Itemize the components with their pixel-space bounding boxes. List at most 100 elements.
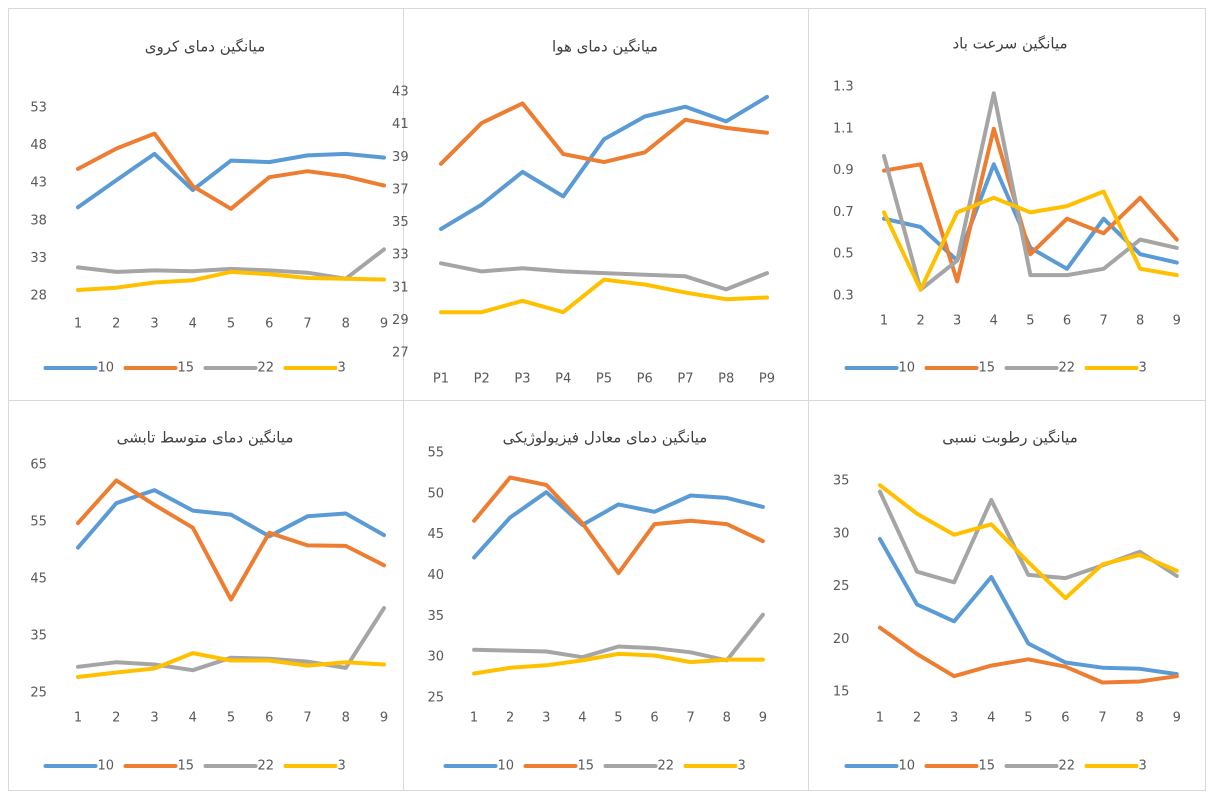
y-tick-label: 41 bbox=[392, 117, 409, 132]
x-tick-label: 5 bbox=[227, 711, 235, 726]
y-tick-label: 0.3 bbox=[833, 289, 854, 304]
y-tick-label: 55 bbox=[30, 515, 47, 530]
y-tick-label: 43 bbox=[30, 176, 47, 191]
x-tick-label: 8 bbox=[342, 317, 350, 332]
y-tick-label: 38 bbox=[30, 213, 47, 228]
legend-label: 22 bbox=[258, 361, 275, 376]
x-tick-label: 4 bbox=[990, 314, 998, 329]
y-tick-label: 43 bbox=[392, 85, 409, 100]
legend-label: 22 bbox=[258, 759, 275, 774]
series-line bbox=[472, 475, 765, 576]
x-tick-label: 7 bbox=[687, 711, 695, 726]
y-tick-label: 33 bbox=[30, 251, 47, 266]
y-tick-label: 45 bbox=[30, 572, 47, 587]
y-tick-label: 30 bbox=[833, 526, 850, 541]
legend-label: 10 bbox=[899, 361, 916, 376]
x-tick-label: 8 bbox=[342, 711, 350, 726]
panel bbox=[8, 400, 404, 791]
legend-label: 3 bbox=[338, 361, 346, 376]
y-tick-label: 0.9 bbox=[833, 163, 854, 178]
x-tick-label: 7 bbox=[1099, 314, 1107, 329]
x-tick-label: P4 bbox=[555, 372, 571, 387]
y-tick-label: 20 bbox=[833, 632, 850, 647]
x-tick-label: 4 bbox=[189, 317, 197, 332]
legend-label: 10 bbox=[899, 759, 916, 774]
x-tick-label: 5 bbox=[227, 317, 235, 332]
chart-title: میانگین سرعت باد bbox=[952, 35, 1067, 53]
x-tick-label: 8 bbox=[1136, 711, 1144, 726]
series-line bbox=[877, 537, 1179, 677]
x-tick-label: 3 bbox=[950, 711, 958, 726]
series-line bbox=[439, 101, 769, 166]
y-tick-label: 48 bbox=[30, 138, 47, 153]
y-tick-label: 25 bbox=[427, 691, 444, 706]
x-tick-label: 7 bbox=[1098, 711, 1106, 726]
legend-label: 10 bbox=[498, 759, 515, 774]
legend-label: 3 bbox=[338, 759, 346, 774]
x-tick-label: 9 bbox=[380, 711, 388, 726]
x-tick-label: 3 bbox=[150, 711, 158, 726]
x-tick-label: P3 bbox=[514, 372, 530, 387]
y-tick-label: 35 bbox=[833, 474, 850, 489]
legend-label: 3 bbox=[738, 759, 746, 774]
series-line bbox=[882, 91, 1179, 292]
panel bbox=[8, 8, 404, 401]
series-line bbox=[439, 261, 769, 292]
legend-label: 15 bbox=[578, 759, 595, 774]
y-tick-label: 25 bbox=[833, 579, 850, 594]
x-tick-label: 2 bbox=[112, 317, 120, 332]
y-tick-label: 35 bbox=[392, 215, 409, 230]
series-line bbox=[76, 478, 386, 602]
x-tick-label: 5 bbox=[614, 711, 622, 726]
x-tick-label: 4 bbox=[987, 711, 995, 726]
y-tick-label: 35 bbox=[30, 629, 47, 644]
y-tick-label: 45 bbox=[427, 527, 444, 542]
y-tick-label: 29 bbox=[392, 313, 409, 328]
chart-title: میانگین دمای معادل فیزیولوژیکی bbox=[503, 429, 708, 447]
series-line bbox=[76, 269, 386, 292]
x-tick-label: 5 bbox=[1026, 314, 1034, 329]
x-tick-label: 2 bbox=[916, 314, 924, 329]
x-tick-label: 2 bbox=[913, 711, 921, 726]
x-tick-label: 9 bbox=[759, 711, 767, 726]
y-tick-label: 15 bbox=[833, 685, 850, 700]
x-tick-label: 6 bbox=[265, 711, 273, 726]
x-tick-label: 1 bbox=[876, 711, 884, 726]
chart-title: میانگین دمای هوا bbox=[552, 38, 658, 56]
x-tick-label: P5 bbox=[596, 372, 612, 387]
x-tick-label: P9 bbox=[759, 372, 775, 387]
series-line bbox=[882, 126, 1179, 284]
chart-title: میانگین دمای متوسط تابشی bbox=[117, 429, 294, 447]
y-tick-label: 0.5 bbox=[833, 247, 854, 262]
legend-label: 3 bbox=[1139, 361, 1147, 376]
x-tick-label: 8 bbox=[723, 711, 731, 726]
series-line bbox=[472, 490, 765, 560]
x-tick-label: 6 bbox=[265, 317, 273, 332]
x-tick-label: 2 bbox=[112, 711, 120, 726]
legend-label: 22 bbox=[1059, 361, 1076, 376]
legend-label: 10 bbox=[98, 361, 115, 376]
x-tick-label: 1 bbox=[470, 711, 478, 726]
y-tick-label: 33 bbox=[392, 248, 409, 263]
y-tick-label: 35 bbox=[427, 609, 444, 624]
x-tick-label: 6 bbox=[1061, 711, 1069, 726]
y-tick-label: 28 bbox=[30, 289, 47, 304]
panel bbox=[403, 8, 809, 401]
x-tick-label: 4 bbox=[189, 711, 197, 726]
x-tick-label: 3 bbox=[542, 711, 550, 726]
y-tick-label: 1.1 bbox=[833, 121, 854, 136]
series-line bbox=[76, 131, 386, 211]
x-tick-label: 7 bbox=[303, 711, 311, 726]
y-tick-label: 0.7 bbox=[833, 205, 854, 220]
y-tick-label: 39 bbox=[392, 150, 409, 165]
y-tick-label: 50 bbox=[427, 486, 444, 501]
series-line bbox=[882, 189, 1179, 292]
y-tick-label: 37 bbox=[392, 182, 409, 197]
series-line bbox=[76, 151, 386, 210]
x-tick-label: P1 bbox=[433, 372, 449, 387]
x-tick-label: 3 bbox=[953, 314, 961, 329]
x-tick-label: P7 bbox=[677, 372, 693, 387]
y-tick-label: 65 bbox=[30, 458, 47, 473]
y-tick-label: 55 bbox=[427, 446, 444, 461]
x-tick-label: 4 bbox=[578, 711, 586, 726]
